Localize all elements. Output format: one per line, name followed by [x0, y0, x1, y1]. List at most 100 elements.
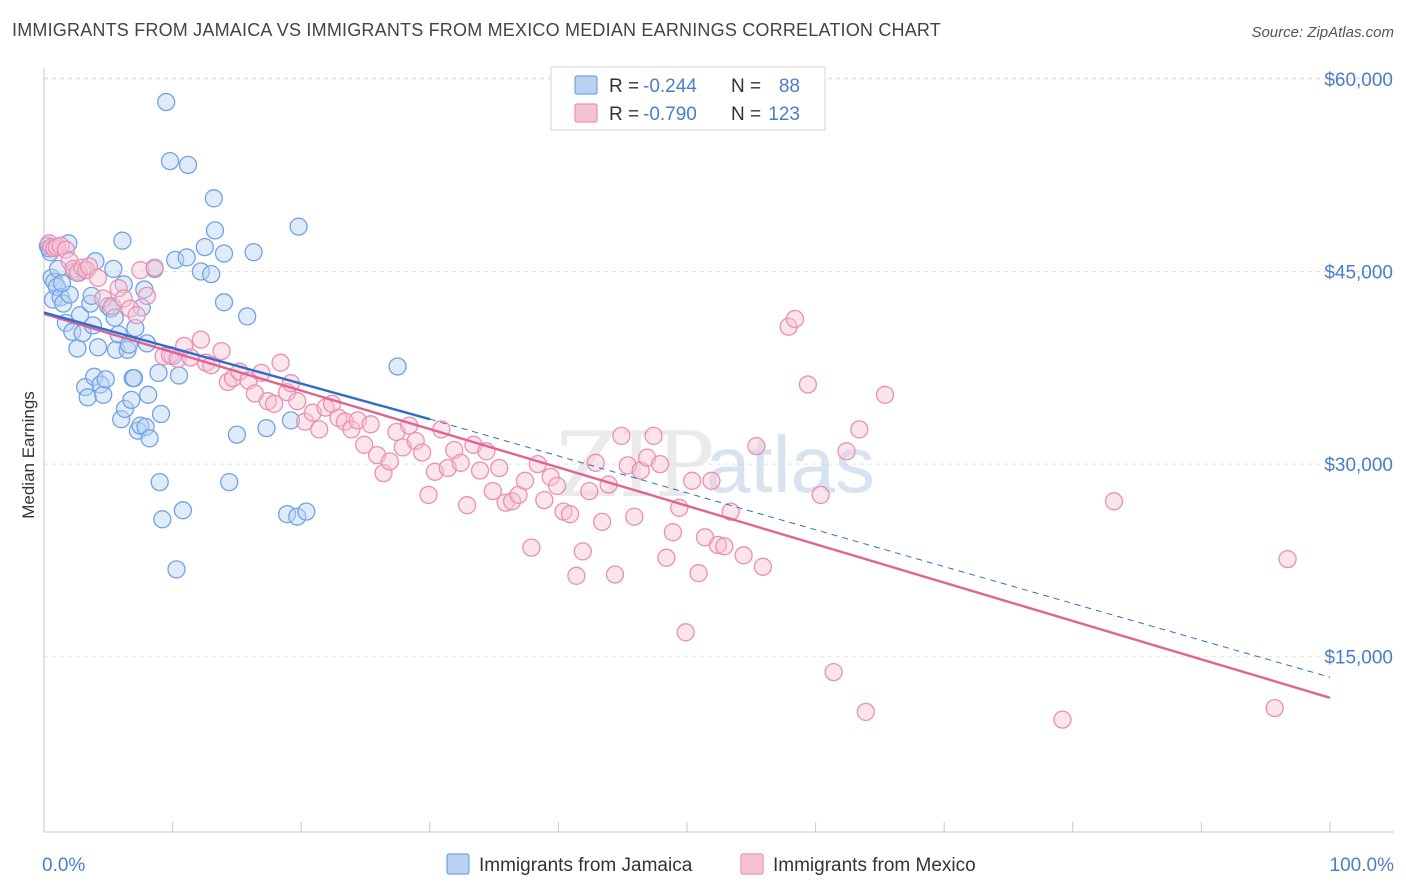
point-mexico-56: [380, 452, 400, 471]
point-mexico-120: [856, 702, 875, 722]
point-mexico-88: [586, 453, 605, 472]
point-jamaica-51: [150, 472, 169, 492]
point-jamaica-80: [388, 357, 407, 376]
point-jamaica-57: [166, 250, 185, 270]
point-jamaica-68: [214, 293, 234, 312]
point-jamaica-82: [52, 273, 72, 293]
legend-r-label-mexico: R =: [609, 104, 639, 125]
point-mexico-30: [212, 341, 231, 361]
point-mexico-115: [798, 375, 818, 394]
point-mexico-100: [663, 523, 683, 542]
point-mexico-61: [412, 443, 432, 462]
point-mexico-53: [361, 415, 380, 434]
point-mexico-91: [605, 565, 625, 584]
point-mexico-50: [342, 420, 361, 439]
point-mexico-55: [374, 463, 393, 483]
point-mexico-60: [406, 431, 425, 451]
point-jamaica-78: [289, 217, 308, 236]
point-mexico-73: [490, 458, 509, 478]
point-jamaica-50: [149, 363, 168, 383]
point-mexico-94: [625, 507, 644, 526]
point-mexico-72: [483, 481, 502, 501]
point-jamaica-77: [288, 507, 307, 526]
point-jamaica-62: [178, 155, 198, 175]
watermark-zip: ZIP: [556, 413, 715, 518]
point-mexico-52: [355, 435, 374, 454]
point-mexico-68: [457, 496, 477, 515]
point-jamaica-14: [68, 339, 87, 358]
point-jamaica-58: [167, 560, 186, 579]
point-mexico-124: [1265, 698, 1284, 718]
point-jamaica-8: [54, 294, 73, 313]
point-mexico-117: [824, 662, 843, 682]
point-jamaica-32: [112, 410, 131, 429]
point-mexico-78: [522, 538, 541, 557]
y-tick-label-0: $60,000: [1324, 70, 1393, 91]
y-tick-label-3: $15,000: [1324, 648, 1393, 669]
x-ticks: [43, 822, 1331, 832]
point-jamaica-45: [136, 417, 155, 437]
point-mexico-110: [734, 546, 753, 565]
point-jamaica-69: [214, 244, 234, 263]
point-mexico-97: [644, 426, 663, 446]
point-jamaica-84: [82, 286, 101, 306]
point-mexico-77: [515, 471, 535, 490]
point-jamaica-71: [227, 425, 247, 444]
point-mexico-112: [753, 557, 773, 576]
x-tick-label-max: 100.0%: [1330, 855, 1395, 876]
point-jamaica-55: [160, 151, 180, 171]
point-jamaica-79: [297, 502, 316, 521]
point-jamaica-18: [78, 388, 97, 407]
y-axis-title: Median Earnings: [19, 391, 38, 519]
bottom-legend: Immigrants from Jamaica Immigrants from …: [446, 853, 976, 876]
point-mexico-12: [88, 268, 108, 288]
point-jamaica-70: [220, 472, 239, 492]
point-mexico-45: [310, 420, 329, 439]
point-mexico-98: [650, 454, 670, 474]
legend-r-value-jamaica: -0.244: [643, 76, 697, 97]
point-mexico-80: [535, 490, 554, 510]
bottom-legend-swatch-mexico: [740, 853, 764, 875]
axes: [43, 68, 1394, 833]
point-mexico-119: [850, 420, 869, 439]
y-tick-label-2: $30,000: [1324, 455, 1393, 476]
trendlines: [43, 311, 1331, 699]
point-jamaica-23: [88, 338, 108, 357]
correlation-legend: R = -0.244 N = 88 R = -0.790 N = 123: [550, 66, 826, 131]
legend-r-label-jamaica: R =: [609, 76, 639, 97]
bottom-legend-label-jamaica: Immigrants from Jamaica: [479, 855, 693, 876]
point-mexico-104: [689, 564, 708, 583]
point-mexico-42: [288, 392, 307, 411]
point-mexico-85: [567, 566, 586, 585]
point-mexico-67: [451, 453, 470, 472]
point-jamaica-59: [169, 366, 189, 385]
point-jamaica-74: [257, 418, 276, 438]
point-jamaica-47: [139, 385, 158, 404]
point-jamaica-67: [205, 221, 225, 240]
legend-swatch-mexico: [574, 103, 598, 123]
point-mexico-114: [785, 309, 805, 329]
point-mexico-111: [747, 436, 766, 456]
x-tick-label-min: 0.0%: [42, 855, 85, 876]
point-jamaica-34: [115, 399, 135, 419]
point-jamaica-76: [281, 411, 301, 430]
point-jamaica-25: [94, 385, 113, 404]
legend-n-label-mexico: N =: [731, 104, 761, 125]
point-mexico-18: [127, 306, 146, 325]
point-jamaica-61: [177, 248, 196, 267]
point-mexico-82: [547, 476, 567, 496]
point-mexico-108: [715, 537, 734, 556]
point-mexico-15: [109, 279, 128, 298]
bottom-legend-swatch-jamaica: [446, 853, 470, 875]
y-tick-labels: $60,000 $45,000 $30,000 $15,000: [1324, 70, 1393, 669]
point-mexico-123: [1104, 492, 1124, 511]
point-jamaica-64: [195, 237, 214, 257]
point-mexico-125: [1278, 549, 1297, 569]
point-mexico-5: [56, 240, 76, 259]
point-mexico-38: [265, 394, 284, 413]
point-jamaica-39: [124, 368, 144, 388]
point-jamaica-33: [113, 231, 132, 250]
watermark-atlas: atlas: [706, 420, 875, 509]
chart-title: IMMIGRANTS FROM JAMAICA VS IMMIGRANTS FR…: [12, 20, 941, 40]
